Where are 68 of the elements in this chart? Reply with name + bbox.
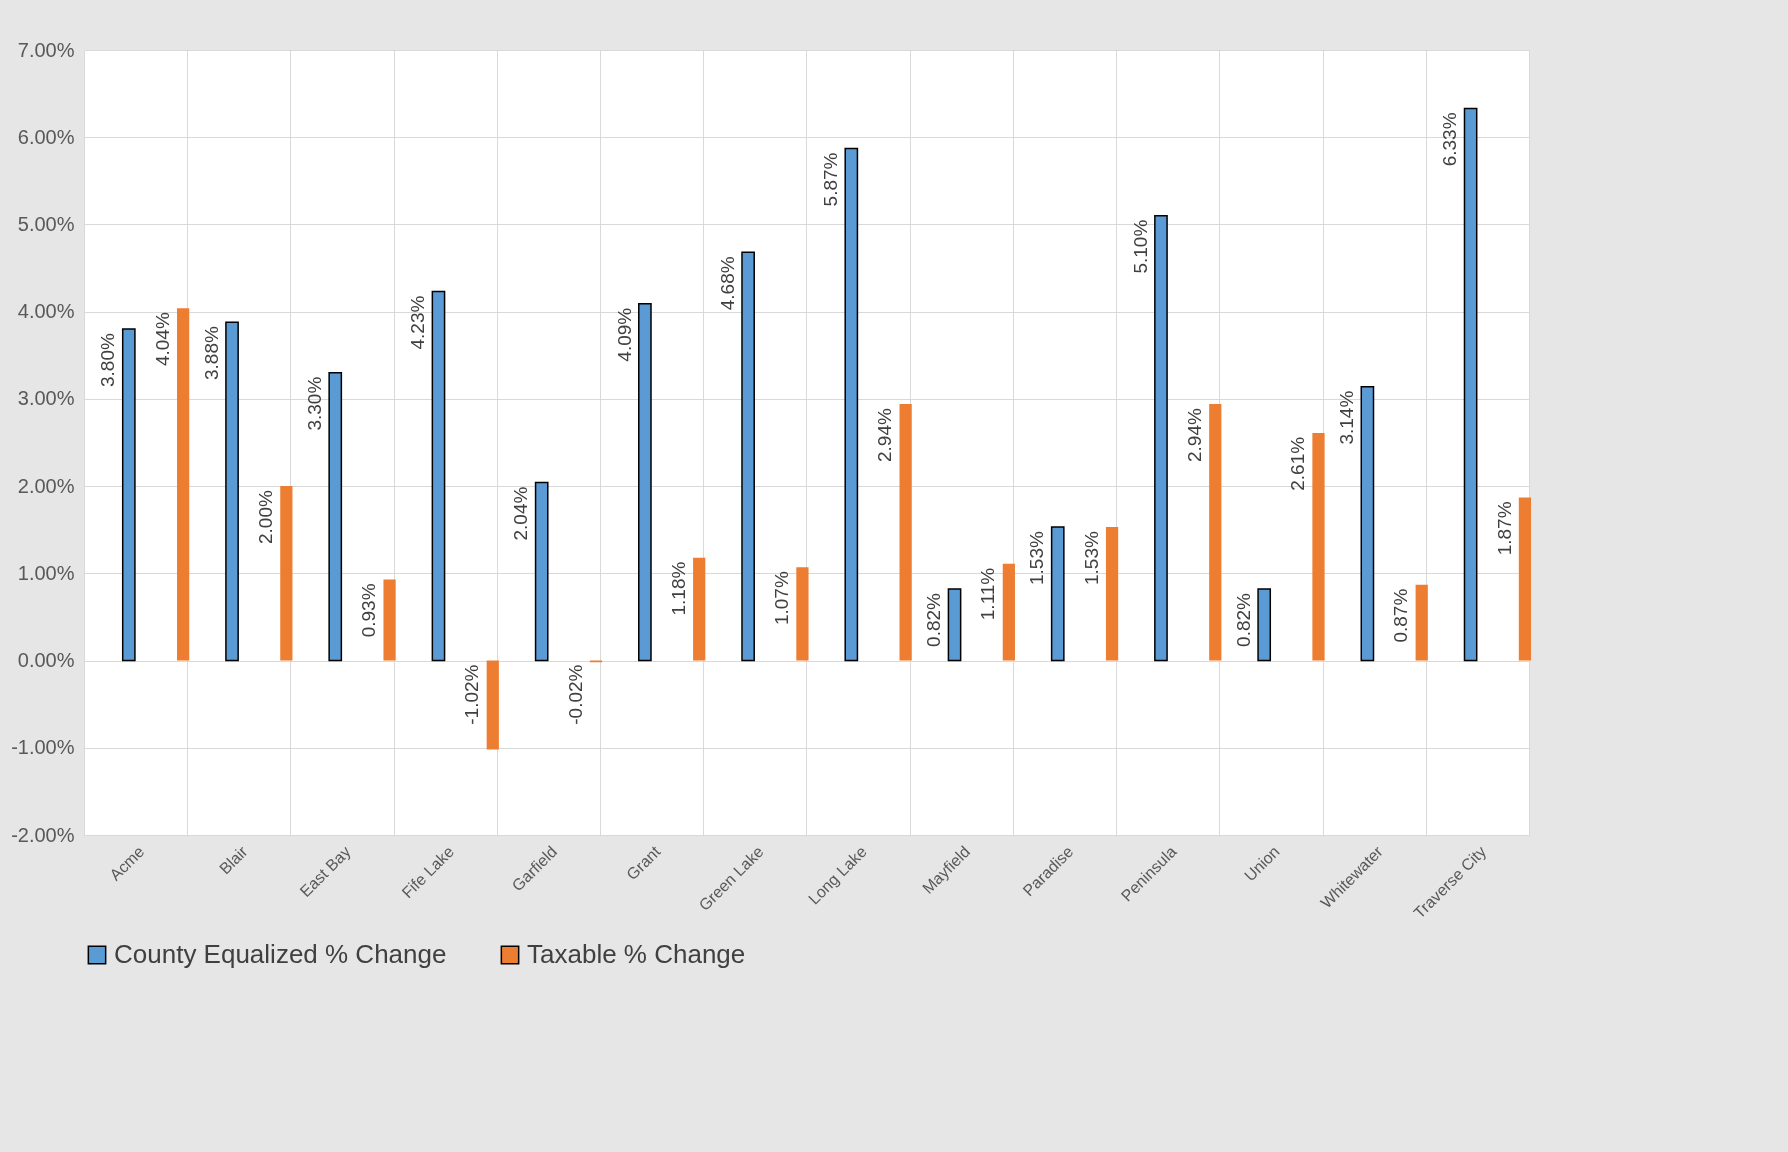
y-tick-label: 2.00% <box>17 474 75 497</box>
bar <box>638 303 652 662</box>
bar <box>899 404 912 661</box>
data-label: 1.53% <box>1080 531 1102 585</box>
y-tick-label: 7.00% <box>17 38 75 61</box>
bar <box>225 321 239 662</box>
bar <box>1050 526 1065 662</box>
bar <box>693 557 706 661</box>
y-tick-label: 5.00% <box>17 212 75 235</box>
data-label: 6.33% <box>1439 112 1461 167</box>
bar <box>177 308 190 661</box>
data-label: 2.00% <box>254 490 276 544</box>
y-tick-label: -1.00% <box>11 736 75 759</box>
data-label: 1.18% <box>667 561 689 616</box>
bar <box>741 251 755 662</box>
bar <box>947 588 962 662</box>
data-label: 0.82% <box>923 592 945 647</box>
legend-label: Taxable % Change <box>527 939 746 969</box>
data-label: 4.09% <box>613 307 635 362</box>
data-label: 0.93% <box>358 583 380 638</box>
bar <box>383 579 396 661</box>
data-label: -1.02% <box>461 664 483 725</box>
bar <box>844 147 859 662</box>
data-label: 4.23% <box>407 295 429 350</box>
bar <box>1463 107 1478 662</box>
data-label: 1.87% <box>1493 501 1515 556</box>
y-tick-label: -2.00% <box>11 823 75 846</box>
bar <box>534 481 549 662</box>
bar <box>1360 385 1375 662</box>
bar <box>1002 563 1015 661</box>
y-tick-label: 1.00% <box>17 561 75 584</box>
data-label: 4.04% <box>151 312 173 367</box>
y-tick-label: 3.00% <box>17 387 75 410</box>
bar <box>280 486 293 661</box>
legend-label: County Equalized % Change <box>114 939 447 969</box>
data-label: 1.53% <box>1026 531 1048 585</box>
bar <box>328 371 343 662</box>
y-tick-label: 4.00% <box>17 300 75 323</box>
data-label: 1.11% <box>977 567 999 621</box>
data-label: 3.14% <box>1336 390 1358 445</box>
data-label: 2.94% <box>1183 408 1205 462</box>
bar <box>431 290 446 662</box>
data-label: 3.88% <box>200 326 222 381</box>
x-tick-label: Blair <box>215 842 252 878</box>
data-label: 2.04% <box>510 486 532 541</box>
data-label: 2.61% <box>1287 436 1309 491</box>
data-label: 0.87% <box>1390 588 1412 643</box>
data-label: 3.80% <box>97 333 119 387</box>
data-label: 5.10% <box>1129 219 1151 274</box>
data-label: 4.68% <box>716 256 738 311</box>
bar <box>1154 214 1168 662</box>
data-label: 1.07% <box>771 571 793 626</box>
data-label: 5.87% <box>819 152 841 207</box>
data-label: 3.30% <box>303 376 325 431</box>
y-tick-label: 0.00% <box>17 649 75 672</box>
bar <box>1105 527 1119 661</box>
y-tick-label: 6.00% <box>17 125 75 148</box>
bar <box>1415 584 1428 661</box>
bar <box>486 660 499 750</box>
data-label: 2.94% <box>874 408 896 462</box>
bar <box>1518 497 1532 661</box>
data-label: 0.82% <box>1232 592 1254 647</box>
bar <box>1257 588 1272 662</box>
bar <box>1312 432 1325 661</box>
bar <box>121 328 136 662</box>
bar <box>1209 404 1222 661</box>
bar <box>796 567 809 661</box>
data-label: -0.02% <box>564 664 586 725</box>
